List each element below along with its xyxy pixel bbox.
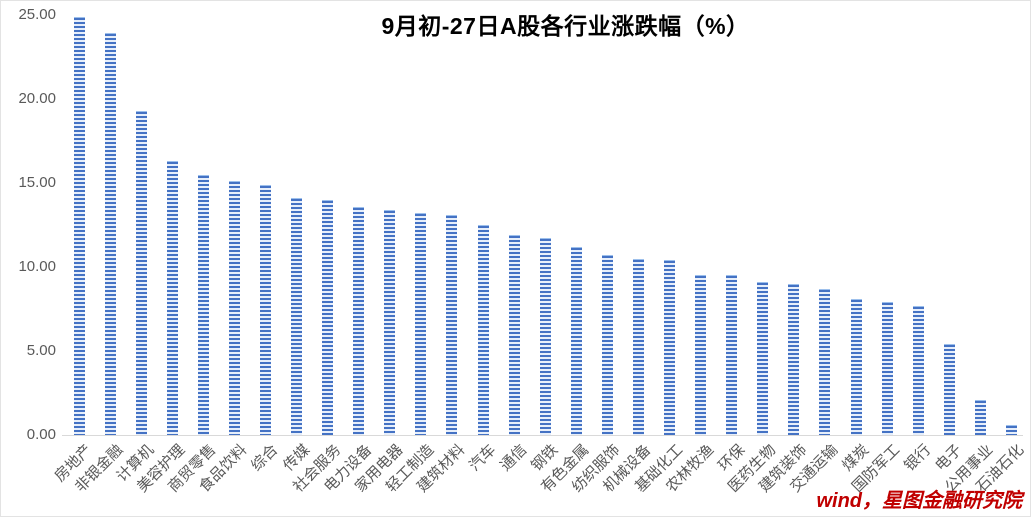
y-axis-tick-label: 10.00	[18, 258, 56, 275]
bar	[259, 185, 271, 436]
bar	[1005, 425, 1017, 436]
y-axis-tick-label: 0.00	[26, 426, 56, 443]
bar	[73, 17, 85, 436]
bar	[819, 289, 831, 436]
y-axis-tick-label: 15.00	[18, 174, 56, 191]
x-axis-label: 综合	[248, 441, 282, 475]
y-axis-tick-label: 25.00	[18, 6, 56, 23]
bar	[788, 284, 800, 436]
bar	[601, 255, 613, 436]
bar	[726, 275, 738, 436]
bar	[353, 207, 365, 436]
bar	[695, 275, 707, 436]
bar	[974, 400, 986, 436]
chart-title: 9月初-27日A股各行业涨跌幅（%）	[381, 13, 750, 39]
bar	[881, 302, 893, 436]
bar	[135, 111, 147, 436]
bar	[632, 259, 644, 436]
bar	[539, 238, 551, 436]
bar	[291, 198, 303, 436]
bar	[384, 210, 396, 436]
bar	[166, 161, 178, 436]
bar	[664, 260, 676, 436]
bar	[850, 299, 862, 436]
y-axis-tick-label: 5.00	[26, 342, 56, 359]
y-axis-tick-label: 20.00	[18, 90, 56, 107]
bar	[943, 344, 955, 436]
bar	[415, 213, 427, 436]
bar	[570, 247, 582, 436]
bar	[477, 225, 489, 436]
bar	[104, 33, 116, 436]
bar	[228, 181, 240, 436]
x-axis-label: 通信	[497, 441, 531, 475]
bar	[912, 306, 924, 436]
bar	[322, 200, 334, 436]
bar	[197, 175, 209, 436]
bar	[508, 235, 520, 436]
bar	[757, 282, 769, 436]
bar	[446, 215, 458, 436]
watermark: wind，星图金融研究院	[816, 490, 1022, 512]
x-axis-label: 银行	[901, 441, 935, 475]
x-axis-label: 汽车	[466, 441, 500, 475]
x-axis-line	[62, 435, 1023, 436]
